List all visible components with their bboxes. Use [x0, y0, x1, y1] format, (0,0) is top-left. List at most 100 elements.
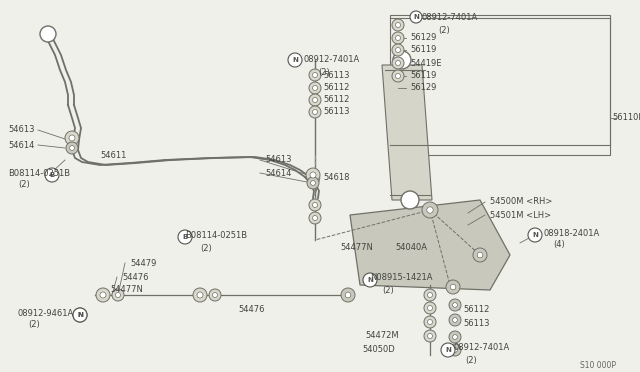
Circle shape: [178, 230, 192, 244]
Circle shape: [396, 22, 401, 28]
Circle shape: [193, 288, 207, 302]
Text: N: N: [77, 312, 83, 318]
Text: N: N: [292, 57, 298, 63]
Text: 54479: 54479: [130, 259, 156, 267]
Polygon shape: [382, 65, 432, 200]
Text: (2): (2): [200, 244, 212, 253]
Circle shape: [66, 142, 78, 154]
Text: 54613: 54613: [8, 125, 35, 135]
Text: 56119: 56119: [410, 45, 436, 55]
Text: 54613: 54613: [265, 155, 291, 164]
Circle shape: [309, 69, 321, 81]
Text: B: B: [49, 172, 54, 178]
Text: N: N: [367, 277, 373, 283]
Circle shape: [449, 314, 461, 326]
Text: 56110K: 56110K: [612, 113, 640, 122]
Text: 54500M <RH>: 54500M <RH>: [490, 198, 552, 206]
Circle shape: [363, 273, 377, 287]
Circle shape: [449, 299, 461, 311]
Circle shape: [424, 289, 436, 301]
Circle shape: [410, 11, 422, 23]
Text: 54050D: 54050D: [362, 346, 395, 355]
Circle shape: [312, 73, 317, 77]
Bar: [390, 15, 610, 155]
Circle shape: [450, 284, 456, 290]
Text: (2): (2): [18, 180, 29, 189]
Circle shape: [392, 57, 404, 69]
Circle shape: [477, 252, 483, 258]
Text: N: N: [413, 14, 419, 20]
Circle shape: [115, 292, 120, 298]
Circle shape: [100, 292, 106, 298]
Text: 54477N: 54477N: [340, 244, 373, 253]
Circle shape: [424, 330, 436, 342]
Circle shape: [401, 191, 419, 209]
Circle shape: [309, 199, 321, 211]
Circle shape: [392, 44, 404, 56]
Text: N: N: [445, 347, 451, 353]
Circle shape: [306, 168, 320, 182]
Text: 56112: 56112: [323, 96, 349, 105]
Circle shape: [393, 51, 411, 69]
Circle shape: [424, 316, 436, 328]
Circle shape: [428, 305, 433, 311]
Text: B08114-0251B: B08114-0251B: [8, 169, 70, 177]
Circle shape: [449, 344, 461, 356]
Text: 54476: 54476: [122, 273, 148, 282]
Text: B: B: [182, 234, 188, 240]
Circle shape: [112, 289, 124, 301]
Circle shape: [396, 74, 401, 78]
Text: (2): (2): [28, 321, 40, 330]
Circle shape: [473, 248, 487, 262]
Text: 54501M <LH>: 54501M <LH>: [490, 211, 551, 219]
Circle shape: [310, 172, 316, 178]
Circle shape: [427, 207, 433, 213]
Text: 56112: 56112: [323, 83, 349, 93]
Circle shape: [212, 292, 218, 298]
Circle shape: [73, 308, 87, 322]
Circle shape: [452, 302, 458, 307]
Text: 08918-2401A: 08918-2401A: [543, 228, 599, 237]
Circle shape: [312, 86, 317, 90]
Circle shape: [449, 331, 461, 343]
Circle shape: [424, 302, 436, 314]
Circle shape: [446, 280, 460, 294]
Text: 56113: 56113: [323, 108, 349, 116]
Text: 54476: 54476: [238, 305, 264, 314]
Circle shape: [452, 347, 458, 352]
Circle shape: [309, 212, 321, 224]
Circle shape: [288, 53, 302, 67]
Circle shape: [69, 135, 75, 141]
Circle shape: [209, 289, 221, 301]
Circle shape: [428, 320, 433, 324]
Text: 56119: 56119: [410, 71, 436, 80]
Text: (4): (4): [553, 241, 564, 250]
Circle shape: [396, 48, 401, 52]
Circle shape: [428, 334, 433, 339]
Text: 54472M: 54472M: [365, 330, 399, 340]
Circle shape: [392, 19, 404, 31]
Circle shape: [312, 202, 317, 208]
Text: 54611: 54611: [100, 151, 126, 160]
Circle shape: [428, 292, 433, 298]
Text: 08912-7401A: 08912-7401A: [453, 343, 509, 353]
Circle shape: [341, 288, 355, 302]
Text: 08912-9461A: 08912-9461A: [18, 308, 74, 317]
Circle shape: [309, 82, 321, 94]
Text: 56113: 56113: [323, 71, 349, 80]
Circle shape: [345, 292, 351, 298]
Text: 56129: 56129: [410, 83, 436, 93]
Text: (2): (2): [318, 67, 330, 77]
Circle shape: [452, 334, 458, 339]
Circle shape: [392, 32, 404, 44]
Text: 56129: 56129: [410, 33, 436, 42]
Circle shape: [392, 70, 404, 82]
Circle shape: [452, 318, 458, 323]
Text: 08912-7401A: 08912-7401A: [303, 55, 359, 64]
Circle shape: [422, 202, 438, 218]
Text: 54477N: 54477N: [110, 285, 143, 295]
Text: N08915-1421A: N08915-1421A: [370, 273, 433, 282]
Circle shape: [65, 131, 79, 145]
Circle shape: [396, 35, 401, 41]
Text: 56112: 56112: [463, 305, 490, 314]
